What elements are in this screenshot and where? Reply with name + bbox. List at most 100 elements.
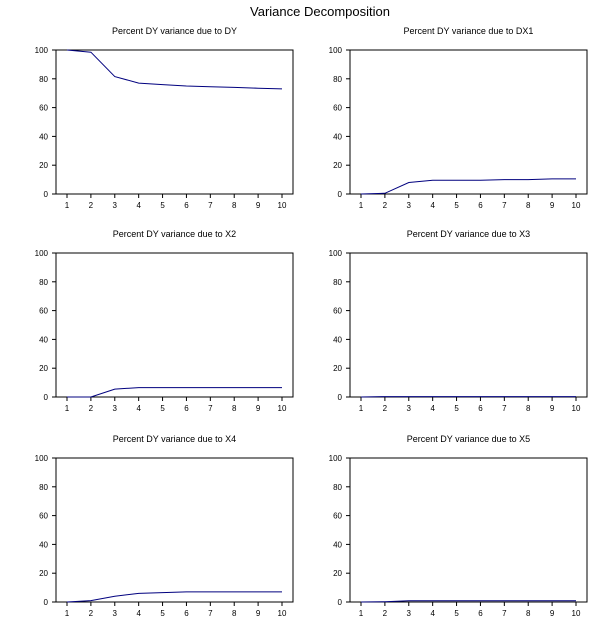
x-tick-label: 2 [383, 609, 388, 618]
x-tick-label: 7 [502, 201, 507, 210]
x-tick-label: 5 [160, 609, 165, 618]
x-tick-label: 5 [454, 404, 459, 413]
panel-title: Percent DY variance due to X4 [113, 434, 236, 444]
x-tick-label: 4 [136, 201, 141, 210]
x-tick-label: 6 [184, 404, 189, 413]
y-tick-label: 20 [39, 161, 48, 170]
x-tick-label: 10 [278, 201, 287, 210]
x-tick-label: 2 [89, 404, 94, 413]
chart-panel-6: Percent DY variance due to X5 0 20 40 60 80 10… [329, 434, 588, 618]
y-tick-label: 100 [35, 249, 49, 258]
x-tick-label: 7 [208, 609, 213, 618]
y-tick-label: 20 [39, 569, 48, 578]
y-tick-label: 40 [39, 540, 48, 549]
x-tick-label: 6 [184, 201, 189, 210]
chart-panel-2: Percent DY variance due to DX1 0 20 40 60 80 1… [329, 26, 588, 210]
x-tick-label: 9 [550, 609, 555, 618]
x-tick-label: 8 [526, 609, 531, 618]
y-tick-label: 80 [333, 75, 342, 84]
y-tick-label: 40 [333, 540, 342, 549]
x-tick-label: 5 [454, 609, 459, 618]
panel-title: Percent DY variance due to DX1 [404, 26, 534, 36]
x-tick-label: 8 [526, 201, 531, 210]
series-line [66, 591, 282, 603]
y-tick-label: 0 [44, 190, 49, 199]
y-tick-label: 60 [39, 104, 48, 113]
x-tick-label: 3 [113, 404, 118, 413]
x-tick-label: 7 [208, 404, 213, 413]
x-tick-label: 10 [572, 201, 581, 210]
x-tick-label: 2 [89, 201, 94, 210]
plot-frame [55, 49, 294, 195]
x-tick-label: 3 [113, 201, 118, 210]
x-tick-label: 8 [232, 201, 237, 210]
y-tick-label: 60 [39, 307, 48, 316]
x-tick-label: 1 [65, 609, 70, 618]
x-tick-label: 4 [136, 404, 141, 413]
y-tick-label: 80 [39, 483, 48, 492]
y-tick-label: 0 [44, 393, 49, 402]
x-tick-label: 9 [256, 609, 261, 618]
series-line [67, 387, 282, 398]
y-tick-label: 100 [329, 46, 343, 55]
x-tick-label: 9 [550, 201, 555, 210]
x-tick-label: 1 [359, 609, 364, 618]
panel-title: Percent DY variance due to X5 [407, 434, 530, 444]
plot-frame [55, 457, 294, 603]
y-tick-label: 20 [333, 569, 342, 578]
x-tick-label: 10 [572, 404, 581, 413]
series-line [66, 49, 283, 90]
y-tick-label: 60 [333, 512, 342, 521]
y-tick-label: 20 [333, 161, 342, 170]
chart-panel-3: Percent DY variance due to X2 0 20 40 60 80 10… [35, 229, 294, 413]
plot-frame [349, 457, 588, 603]
y-tick-label: 80 [333, 483, 342, 492]
panel-title: Percent DY variance due to X3 [407, 229, 530, 239]
x-tick-label: 7 [502, 609, 507, 618]
x-tick-label: 1 [359, 404, 364, 413]
y-tick-label: 40 [333, 132, 342, 141]
x-tick-label: 9 [550, 404, 555, 413]
x-tick-label: 6 [184, 609, 189, 618]
x-tick-label: 4 [136, 609, 141, 618]
x-tick-label: 6 [478, 609, 483, 618]
chart-panel-4: Percent DY variance due to X3 0 20 40 60 80 10… [329, 229, 588, 413]
plot-frame [55, 252, 294, 398]
x-tick-label: 8 [526, 404, 531, 413]
x-tick-label: 1 [65, 404, 70, 413]
y-tick-label: 40 [333, 335, 342, 344]
y-tick-label: 20 [333, 364, 342, 373]
plot-frame [349, 49, 588, 195]
y-tick-label: 20 [39, 364, 48, 373]
y-tick-label: 100 [329, 249, 343, 258]
x-tick-label: 8 [232, 404, 237, 413]
x-tick-label: 4 [430, 404, 435, 413]
x-tick-label: 7 [502, 404, 507, 413]
x-tick-label: 1 [359, 201, 364, 210]
panel-title: Percent DY variance due to X2 [113, 229, 236, 239]
y-tick-label: 0 [338, 393, 343, 402]
x-tick-label: 5 [160, 404, 165, 413]
y-tick-label: 100 [35, 46, 49, 55]
y-tick-label: 80 [333, 278, 342, 287]
x-tick-label: 6 [478, 201, 483, 210]
figure-title: Variance Decomposition [250, 4, 390, 19]
x-tick-label: 9 [256, 201, 261, 210]
x-tick-label: 7 [208, 201, 213, 210]
y-tick-label: 60 [39, 512, 48, 521]
x-tick-label: 4 [430, 201, 435, 210]
y-tick-label: 0 [338, 190, 343, 199]
y-tick-label: 40 [39, 132, 48, 141]
y-tick-label: 0 [338, 598, 343, 607]
x-tick-label: 10 [278, 404, 287, 413]
x-tick-label: 2 [383, 201, 388, 210]
series-line [360, 600, 576, 603]
x-tick-label: 5 [454, 201, 459, 210]
y-tick-label: 80 [39, 75, 48, 84]
x-tick-label: 10 [278, 609, 287, 618]
x-tick-label: 9 [256, 404, 261, 413]
x-tick-label: 3 [407, 609, 412, 618]
series-line [360, 178, 576, 195]
x-tick-label: 2 [383, 404, 388, 413]
